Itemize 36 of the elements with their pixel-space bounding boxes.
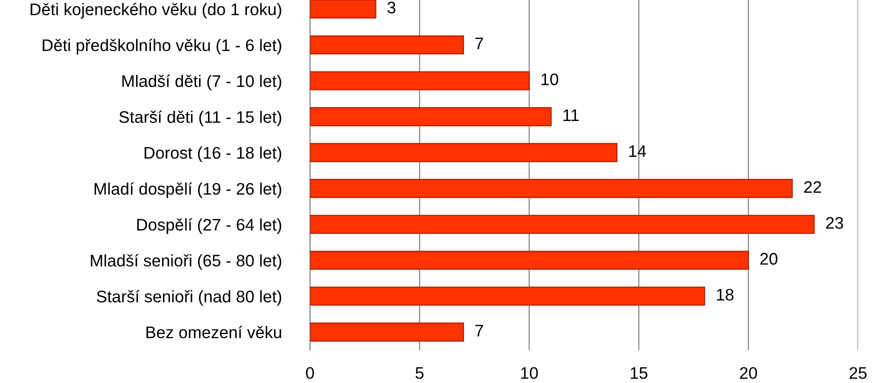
y-tick-label: Děti předškolního věku (1 - 6 let) <box>42 38 282 54</box>
x-tick-label: 5 <box>416 367 424 379</box>
x-tick-label: 15 <box>630 367 648 379</box>
data-label: 7 <box>475 38 483 50</box>
x-tick-label: 25 <box>850 367 867 379</box>
bar <box>310 107 552 126</box>
bar <box>310 0 376 19</box>
bar <box>310 143 618 162</box>
data-label: 20 <box>760 252 778 265</box>
y-tick-label: Starší senioři (nad 80 let) <box>96 290 282 306</box>
y-tick-label: Starší děti (11 - 15 let) <box>119 110 282 126</box>
y-tick-label: Mladí dospělí (19 - 26 let) <box>94 182 282 198</box>
x-tick-label: 20 <box>740 367 758 379</box>
y-tick-label: Mladší senioři (65 - 80 let) <box>90 254 282 270</box>
y-tick-label: Dospělí (27 - 64 let) <box>137 218 282 234</box>
bar <box>310 71 530 90</box>
data-label: 22 <box>804 181 822 193</box>
bar <box>310 250 749 270</box>
data-label: 11 <box>564 110 579 121</box>
data-label: 7 <box>475 324 483 336</box>
bar <box>310 178 793 198</box>
data-label: 3 <box>388 2 396 14</box>
y-tick-label: Děti kojeneckého věku (do 1 roku) <box>30 2 282 19</box>
y-tick-label: Bez omezení věku <box>146 326 282 338</box>
y-tick-label: Dorost (16 - 18 let) <box>144 146 282 162</box>
data-label: 18 <box>716 288 734 301</box>
x-tick-label: 0 <box>306 367 314 379</box>
bar <box>310 214 815 234</box>
data-label: 10 <box>542 73 558 86</box>
bar <box>310 286 706 306</box>
data-label: 23 <box>826 217 844 229</box>
x-tick-label: 10 <box>521 367 538 379</box>
bar <box>310 35 464 54</box>
y-tick-label: Mladší děti (7 - 10 let) <box>122 74 282 90</box>
data-label: 14 <box>629 145 646 157</box>
bar <box>310 322 464 342</box>
